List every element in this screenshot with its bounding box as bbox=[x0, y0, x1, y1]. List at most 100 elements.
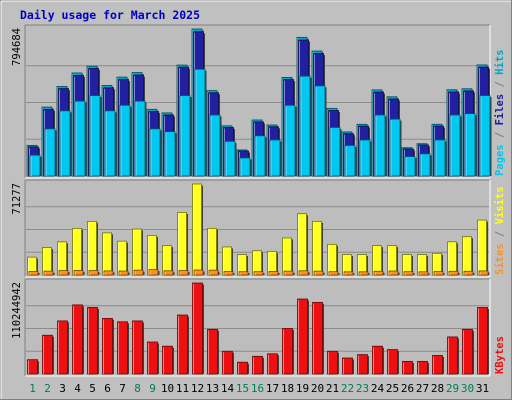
x-tick-label-16: 16 bbox=[251, 382, 264, 395]
bar-body bbox=[373, 270, 384, 276]
hits-panel-bar-pages-21 bbox=[329, 127, 342, 177]
bar-body bbox=[359, 139, 371, 177]
bar-body bbox=[89, 95, 101, 177]
visits-panel-bar-visits-31 bbox=[477, 219, 488, 276]
kbytes-panel-legend-item-1: KBytes bbox=[494, 336, 506, 374]
hits-panel-bar-pages-22 bbox=[344, 145, 357, 177]
hits-panel: 794684 Pages / Files / Hits bbox=[11, 24, 506, 179]
bar-body bbox=[389, 118, 401, 177]
hits-panel-bar-pages-25 bbox=[389, 118, 402, 177]
bar-body bbox=[224, 140, 236, 177]
bar-body bbox=[178, 270, 189, 276]
kbytes-panel-bar-kbytes-13 bbox=[207, 328, 219, 375]
visits-panel-bar-sites-20 bbox=[313, 270, 325, 276]
x-tick-label-28: 28 bbox=[431, 382, 444, 395]
bar-body bbox=[177, 314, 188, 375]
x-tick-label-6: 6 bbox=[104, 382, 111, 395]
hits-panel-ymax-label: 794684 bbox=[11, 28, 23, 66]
bar-body bbox=[223, 271, 234, 276]
kbytes-panel-bar-kbytes-25 bbox=[387, 349, 399, 375]
bar-body bbox=[478, 270, 489, 276]
bar-body bbox=[358, 271, 369, 276]
visits-panel-bar-sites-22 bbox=[343, 271, 355, 276]
bar-body bbox=[192, 282, 203, 375]
visits-panel-bar-sites-12 bbox=[193, 269, 205, 276]
kbytes-panel-bar-kbytes-7 bbox=[117, 321, 129, 375]
visits-panel-bar-sites-19 bbox=[298, 270, 310, 276]
visits-panel-bar-sites-11 bbox=[178, 270, 190, 276]
kbytes-panel-bar-kbytes-22 bbox=[342, 357, 354, 375]
hits-panel-bar-pages-18 bbox=[284, 104, 297, 177]
hits-panel-legend: Pages / Files / Hits bbox=[494, 50, 506, 176]
kbytes-panel-bar-kbytes-16 bbox=[252, 355, 264, 375]
bar-body bbox=[238, 271, 249, 276]
bar-body bbox=[179, 95, 191, 177]
kbytes-panel-bar-kbytes-21 bbox=[327, 350, 339, 375]
x-tick-label-30: 30 bbox=[461, 382, 474, 395]
kbytes-panel-bar-kbytes-19 bbox=[297, 298, 309, 375]
kbytes-panel-bar-kbytes-17 bbox=[267, 353, 279, 375]
bar-body bbox=[267, 353, 278, 375]
x-tick-label-13: 13 bbox=[206, 382, 219, 395]
bar-body bbox=[133, 269, 144, 276]
x-tick-label-3: 3 bbox=[59, 382, 66, 395]
visits-panel-legend: Sites / Visits bbox=[494, 186, 506, 275]
bar-body bbox=[479, 95, 491, 177]
visits-panel-bar-sites-14 bbox=[223, 271, 235, 276]
x-tick-label-7: 7 bbox=[119, 382, 126, 395]
visits-panel-bar-visits-30 bbox=[462, 236, 473, 276]
bar-body bbox=[239, 157, 251, 177]
visits-panel-bar-sites-3 bbox=[58, 270, 70, 276]
visits-panel-bar-sites-21 bbox=[328, 271, 340, 276]
bar-body bbox=[103, 270, 114, 276]
bar-body bbox=[432, 355, 443, 375]
x-tick-label-2: 2 bbox=[44, 382, 51, 395]
visits-panel-bar-sites-28 bbox=[433, 271, 445, 276]
bar-body bbox=[252, 355, 263, 375]
bar-body bbox=[387, 349, 398, 375]
hits-panel-bar-pages-27 bbox=[419, 153, 432, 177]
visits-panel-bar-sites-17 bbox=[268, 271, 280, 276]
chart-panels: 794684 Pages / Files / Hits 71277 Sites / V… bbox=[11, 24, 506, 377]
visits-panel-bar-visits-24 bbox=[372, 245, 383, 276]
visits-panel-bar-sites-9 bbox=[148, 269, 160, 276]
bar-body bbox=[237, 361, 248, 375]
hits-panel-bar-pages-5 bbox=[89, 95, 102, 177]
x-tick-label-24: 24 bbox=[371, 382, 385, 395]
kbytes-panel: 110244942 KBytes bbox=[11, 278, 506, 377]
visits-panel-bar-visits-14 bbox=[222, 246, 233, 276]
bar-body bbox=[313, 270, 324, 276]
bar-body bbox=[42, 334, 53, 375]
visits-panel-bar-visits-21 bbox=[327, 243, 338, 276]
hits-panel-bar-pages-16 bbox=[254, 135, 267, 177]
bar-body bbox=[314, 85, 326, 177]
bar-body bbox=[162, 345, 173, 375]
kbytes-panel-bar-kbytes-24 bbox=[372, 345, 384, 375]
x-tick-label-8: 8 bbox=[134, 382, 141, 395]
bar-body bbox=[209, 114, 221, 177]
hits-panel-bar-pages-30 bbox=[464, 113, 477, 177]
bar-body bbox=[284, 104, 296, 177]
hits-panel-bar-pages-6 bbox=[104, 110, 117, 177]
x-tick-label-10: 10 bbox=[161, 382, 174, 395]
visits-panel-bar-sites-10 bbox=[163, 270, 175, 276]
bar-body bbox=[28, 271, 39, 276]
visits-panel-bar-sites-6 bbox=[103, 270, 115, 276]
hits-panel-legend-item-1: Pages bbox=[494, 144, 506, 176]
kbytes-panel-bar-kbytes-14 bbox=[222, 350, 234, 375]
visits-panel-bar-sites-24 bbox=[373, 270, 385, 276]
x-tick-label-25: 25 bbox=[386, 382, 399, 395]
bar-body bbox=[102, 317, 113, 375]
bar-body bbox=[462, 328, 473, 375]
x-axis-day-labels: 1 2 3 4 5 6 7 8 9 10 11 12 13 14 15 16 17 18 19 20 21 22 23 24 2… bbox=[29, 382, 489, 395]
x-tick-label-29: 29 bbox=[446, 382, 459, 395]
hits-panel-legend-item-2: / bbox=[494, 132, 506, 145]
visits-panel-bar-sites-26 bbox=[403, 271, 415, 276]
bar-body bbox=[119, 104, 131, 177]
bar-body bbox=[104, 110, 116, 177]
bar-body bbox=[164, 131, 176, 177]
kbytes-panel-bar-kbytes-23 bbox=[357, 354, 369, 375]
x-tick-label-1: 1 bbox=[29, 382, 36, 395]
bar-body bbox=[447, 336, 458, 375]
kbytes-panel-bar-kbytes-1 bbox=[27, 359, 39, 375]
